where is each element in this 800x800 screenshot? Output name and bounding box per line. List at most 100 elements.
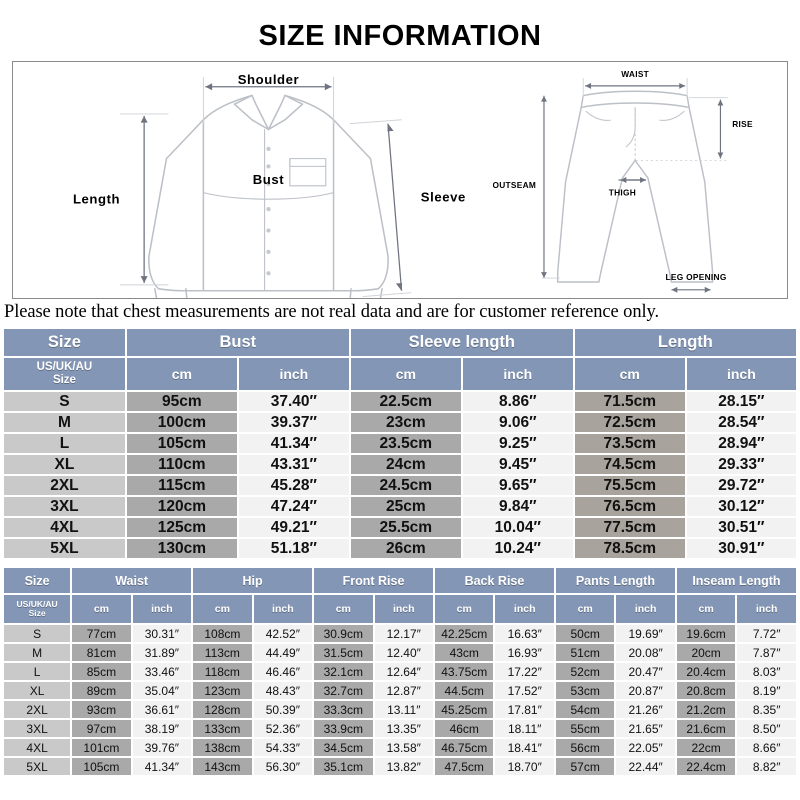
cell-size: XL [4, 682, 71, 700]
pants-diagram-svg: WAIST RISE OUTSEAM [493, 69, 753, 293]
cell-hip-cm: 128cm [193, 701, 252, 719]
cell-front-rise-cm: 32.7cm [314, 682, 373, 700]
cell-hip-inch: 48.43″ [253, 682, 313, 700]
table2-group-header-row: Size Waist Hip Front Rise Back Rise Pant… [4, 568, 796, 594]
table2-unit-hip-inch: inch [253, 595, 313, 624]
table-row: S 77cm 30.31″ 108cm 42.52″ 30.9cm 12.17″ 42.25c… [4, 625, 796, 643]
cell-front-rise-inch: 12.17″ [374, 625, 433, 643]
table1-unit-length-inch: inch [686, 358, 796, 391]
cell-sleeve-inch: 9.84″ [462, 497, 573, 517]
table1-unit-length-cm: cm [574, 358, 685, 391]
cell-pants-length-cm: 52cm [555, 663, 615, 681]
cell-inseam-length-cm: 20cm [676, 644, 736, 662]
cell-waist-cm: 93cm [72, 701, 131, 719]
cell-waist-inch: 36.61″ [132, 701, 192, 719]
cell-hip-cm: 118cm [193, 663, 252, 681]
cell-waist-cm: 85cm [72, 663, 131, 681]
cell-sleeve-cm: 24.5cm [350, 476, 461, 496]
cell-inseam-length-cm: 22cm [676, 739, 736, 757]
sleeve-measure-line [350, 119, 412, 298]
leg-opening-measure-line [671, 286, 711, 293]
table2-header-hip: Hip [193, 568, 313, 594]
cell-back-rise-cm: 43cm [435, 644, 494, 662]
cell-size: 2XL [4, 701, 71, 719]
table1-header-size: Size [4, 329, 125, 357]
cell-hip-inch: 54.33″ [253, 739, 313, 757]
table2-region-line2: Size [28, 608, 46, 619]
cell-pants-length-inch: 22.44″ [616, 758, 675, 776]
cell-length-inch: 29.72″ [686, 476, 796, 496]
cell-back-rise-inch: 18.11″ [495, 720, 554, 738]
table1-header-bust: Bust [126, 329, 349, 357]
cell-hip-cm: 123cm [193, 682, 252, 700]
length-measure-line [119, 113, 169, 286]
table1-group-header-row: Size Bust Sleeve length Length [4, 329, 796, 357]
tops-size-table: Size Bust Sleeve length Length US/UK/AU … [2, 327, 798, 560]
cell-bust-cm: 105cm [126, 434, 237, 454]
cell-back-rise-cm: 46.75cm [435, 739, 494, 757]
cell-front-rise-inch: 12.64″ [374, 663, 433, 681]
cell-inseam-length-cm: 21.6cm [676, 720, 736, 738]
cell-pants-length-inch: 21.26″ [616, 701, 675, 719]
table-row: M 81cm 31.89″ 113cm 44.49″ 31.5cm 12.40″ 43cm 16… [4, 644, 796, 662]
cell-inseam-length-inch: 8.82″ [737, 758, 796, 776]
table2-unit-back-inch: inch [495, 595, 554, 624]
cell-size: 4XL [4, 518, 125, 538]
table1-header-region-size: US/UK/AU Size [4, 358, 125, 391]
table2-unit-header-row: US/UK/AU Size cm inch cm inch cm inch cm… [4, 595, 796, 624]
table1-unit-bust-inch: inch [238, 358, 349, 391]
cell-bust-inch: 47.24″ [238, 497, 349, 517]
table2-unit-pants-cm: cm [555, 595, 615, 624]
cell-length-cm: 71.5cm [574, 392, 685, 412]
cell-length-cm: 75.5cm [574, 476, 685, 496]
cell-front-rise-inch: 13.35″ [374, 720, 433, 738]
cell-pants-length-cm: 50cm [555, 625, 615, 643]
table2-header-back-rise: Back Rise [435, 568, 554, 594]
cell-hip-inch: 56.30″ [253, 758, 313, 776]
cell-size: 3XL [4, 497, 125, 517]
cell-bust-cm: 110cm [126, 455, 237, 475]
table1-header-length: Length [574, 329, 796, 357]
cell-size: M [4, 413, 125, 433]
cell-front-rise-cm: 30.9cm [314, 625, 373, 643]
table2-unit-waist-cm: cm [72, 595, 131, 624]
table1-body: S 95cm 37.40″ 22.5cm 8.86″ 71.5cm 28.15″ M 100cm… [4, 392, 796, 559]
measurement-diagram-panel: Shoulder Bust Length [12, 61, 788, 299]
table1-unit-sleeve-inch: inch [462, 358, 573, 391]
cell-bust-inch: 37.40″ [238, 392, 349, 412]
cell-back-rise-inch: 16.63″ [495, 625, 554, 643]
table2-unit-inseam-inch: inch [737, 595, 796, 624]
cell-bust-inch: 51.18″ [238, 539, 349, 559]
table2-unit-back-cm: cm [435, 595, 494, 624]
cell-waist-inch: 30.31″ [132, 625, 192, 643]
table1-header-sleeve-length: Sleeve length [350, 329, 573, 357]
cell-bust-cm: 125cm [126, 518, 237, 538]
shirt-label-sleeve: Sleeve [421, 189, 466, 204]
cell-waist-inch: 35.04″ [132, 682, 192, 700]
cell-hip-inch: 44.49″ [253, 644, 313, 662]
table2-unit-front-inch: inch [374, 595, 433, 624]
rise-measure-line [636, 97, 729, 161]
cell-inseam-length-inch: 8.19″ [737, 682, 796, 700]
cell-length-cm: 77.5cm [574, 518, 685, 538]
cell-waist-inch: 38.19″ [132, 720, 192, 738]
shirt-label-bust: Bust [253, 172, 285, 187]
table2-unit-inseam-cm: cm [676, 595, 736, 624]
table-row: 5XL 105cm 41.34″ 143cm 56.30″ 35.1cm 13.82″ 47.… [4, 758, 796, 776]
cell-back-rise-cm: 46cm [435, 720, 494, 738]
cell-hip-inch: 46.46″ [253, 663, 313, 681]
cell-size: 5XL [4, 758, 71, 776]
cell-length-cm: 72.5cm [574, 413, 685, 433]
cell-waist-cm: 77cm [72, 625, 131, 643]
cell-sleeve-cm: 22.5cm [350, 392, 461, 412]
cell-front-rise-cm: 33.9cm [314, 720, 373, 738]
cell-sleeve-inch: 10.04″ [462, 518, 573, 538]
cell-waist-inch: 31.89″ [132, 644, 192, 662]
cell-hip-cm: 113cm [193, 644, 252, 662]
shirt-buttons [266, 146, 271, 276]
table2-header-inseam-length: Inseam Length [676, 568, 796, 594]
table-row: 3XL 120cm 47.24″ 25cm 9.84″ 76.5cm 30.12″ [4, 497, 796, 517]
table2-unit-front-cm: cm [314, 595, 373, 624]
cell-pants-length-inch: 21.65″ [616, 720, 675, 738]
cell-length-cm: 76.5cm [574, 497, 685, 517]
